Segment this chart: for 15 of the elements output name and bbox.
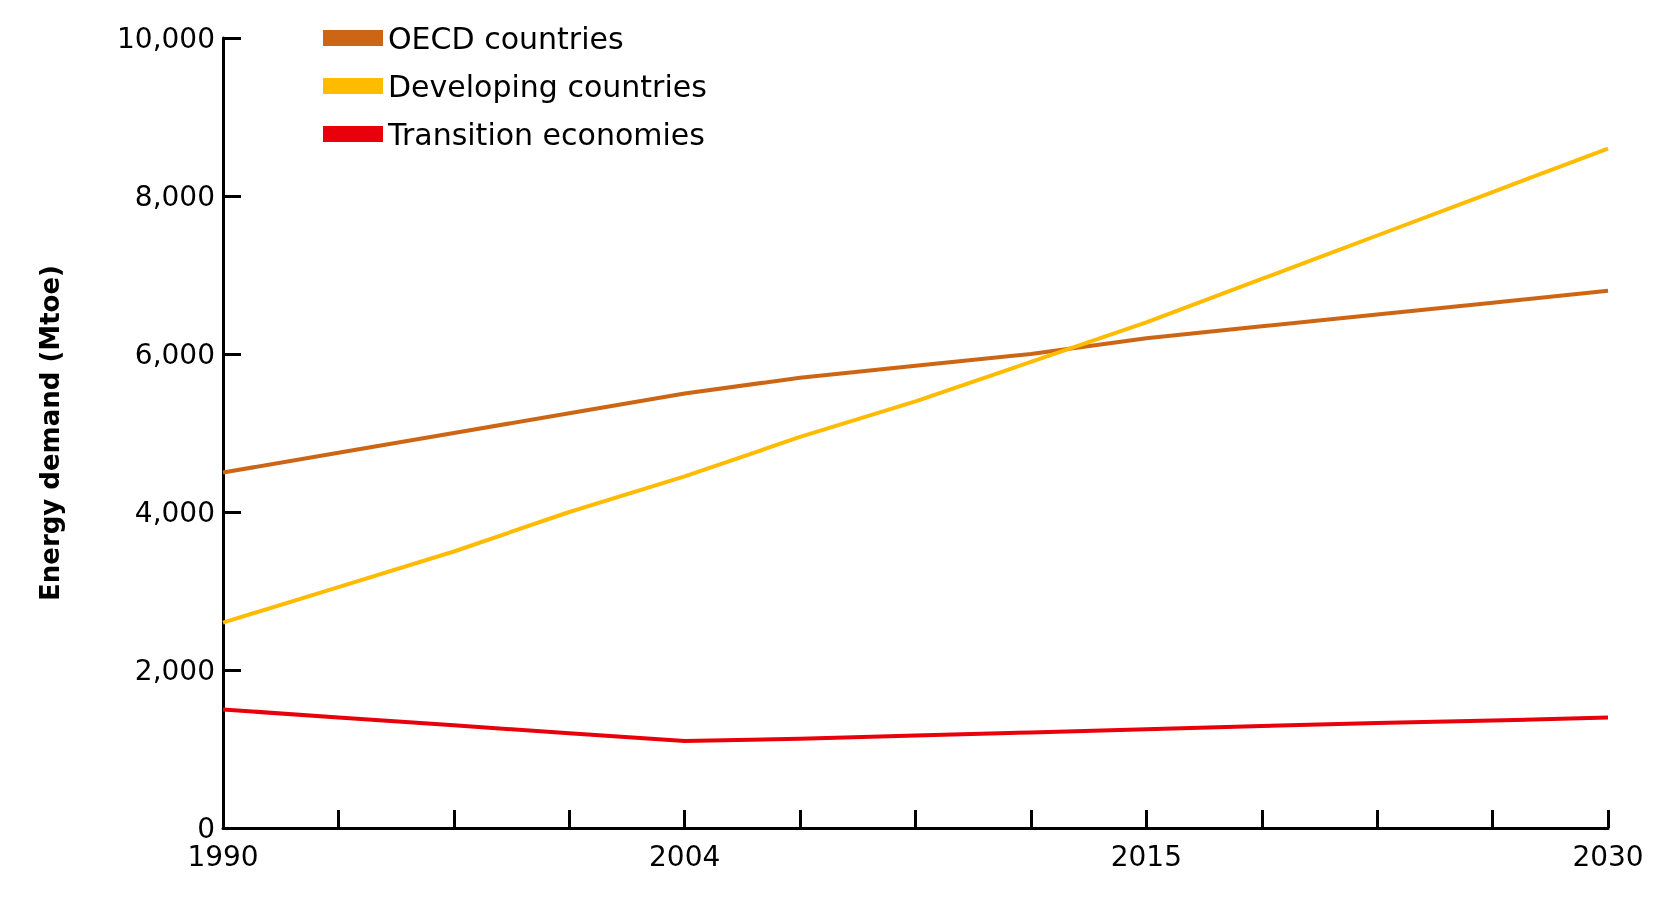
legend-label: Transition economies xyxy=(387,116,705,152)
legend-label: Developing countries xyxy=(388,68,707,104)
y-axis-title: Energy demand (Mtoe) xyxy=(35,265,65,601)
x-tick-label: 2030 xyxy=(1572,839,1644,873)
y-tick-label: 6,000 xyxy=(134,337,215,371)
y-tick-label: 4,000 xyxy=(134,495,215,529)
line-series xyxy=(221,288,1610,475)
y-tick-label: 10,000 xyxy=(117,21,215,55)
x-tick-label: 2015 xyxy=(1110,839,1182,873)
line-series xyxy=(221,146,1610,625)
y-tick-label: 2,000 xyxy=(134,653,215,687)
legend-label: OECD countries xyxy=(388,20,624,56)
x-tick-label: 2004 xyxy=(649,839,721,873)
line-series xyxy=(221,707,1610,744)
y-tick-label: 8,000 xyxy=(134,179,215,213)
